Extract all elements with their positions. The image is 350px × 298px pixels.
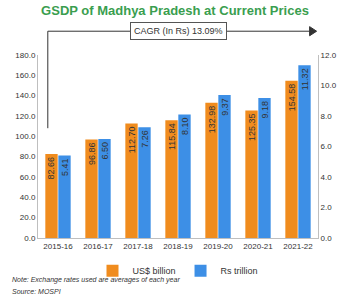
svg-text:112.70: 112.70 bbox=[127, 126, 137, 153]
svg-text:2019-20: 2019-20 bbox=[203, 242, 233, 251]
svg-text:2015-16: 2015-16 bbox=[43, 242, 73, 251]
svg-text:GSDP of Madhya Pradesh at Curr: GSDP of Madhya Pradesh at Current Prices bbox=[41, 3, 309, 18]
svg-text:6.0: 6.0 bbox=[321, 142, 333, 151]
svg-text:Note: Exchange rates used are: Note: Exchange rates used are averages o… bbox=[12, 276, 180, 284]
svg-text:160.0: 160.0 bbox=[15, 71, 36, 80]
svg-text:180.0: 180.0 bbox=[15, 51, 36, 60]
svg-text:132.98: 132.98 bbox=[207, 106, 217, 134]
svg-text:2021-22: 2021-22 bbox=[283, 242, 313, 251]
svg-text:7.26: 7.26 bbox=[140, 130, 150, 148]
svg-text:82.66: 82.66 bbox=[46, 157, 56, 180]
svg-text:120.0: 120.0 bbox=[15, 112, 36, 121]
svg-text:100.0: 100.0 bbox=[15, 132, 36, 141]
svg-text:10.0: 10.0 bbox=[321, 81, 337, 90]
svg-text:80.0: 80.0 bbox=[20, 152, 36, 161]
svg-text:20.0: 20.0 bbox=[20, 213, 36, 222]
svg-text:115.84: 115.84 bbox=[167, 123, 177, 150]
svg-text:8.0: 8.0 bbox=[321, 112, 333, 121]
svg-text:0.0: 0.0 bbox=[24, 234, 36, 243]
svg-text:40.0: 40.0 bbox=[20, 193, 36, 202]
svg-text:US$ billion: US$ billion bbox=[133, 266, 176, 276]
svg-text:5.41: 5.41 bbox=[60, 159, 70, 177]
svg-text:60.0: 60.0 bbox=[20, 173, 36, 182]
svg-text:11.32: 11.32 bbox=[300, 68, 310, 90]
svg-text:0.0: 0.0 bbox=[321, 234, 333, 243]
svg-text:Rs trillion: Rs trillion bbox=[221, 266, 258, 276]
svg-text:2018-19: 2018-19 bbox=[163, 242, 193, 251]
svg-text:154.58: 154.58 bbox=[287, 84, 297, 112]
svg-text:8.10: 8.10 bbox=[180, 117, 190, 135]
svg-text:2.0: 2.0 bbox=[321, 203, 333, 212]
svg-text:2017-18: 2017-18 bbox=[123, 242, 153, 251]
svg-text:4.0: 4.0 bbox=[321, 173, 333, 182]
svg-text:6.50: 6.50 bbox=[100, 142, 110, 160]
svg-text:12.0: 12.0 bbox=[321, 51, 337, 60]
svg-text:CAGR (In Rs) 13.09%: CAGR (In Rs) 13.09% bbox=[134, 26, 223, 36]
svg-text:9.37: 9.37 bbox=[220, 98, 230, 116]
svg-text:96.86: 96.86 bbox=[87, 143, 97, 166]
svg-text:9.18: 9.18 bbox=[260, 101, 270, 119]
svg-text:140.0: 140.0 bbox=[15, 91, 36, 100]
svg-text:Source: MOSPI: Source: MOSPI bbox=[12, 288, 61, 295]
svg-text:2020-21: 2020-21 bbox=[243, 242, 273, 251]
svg-text:125.35: 125.35 bbox=[247, 114, 257, 142]
svg-text:2016-17: 2016-17 bbox=[83, 242, 113, 251]
